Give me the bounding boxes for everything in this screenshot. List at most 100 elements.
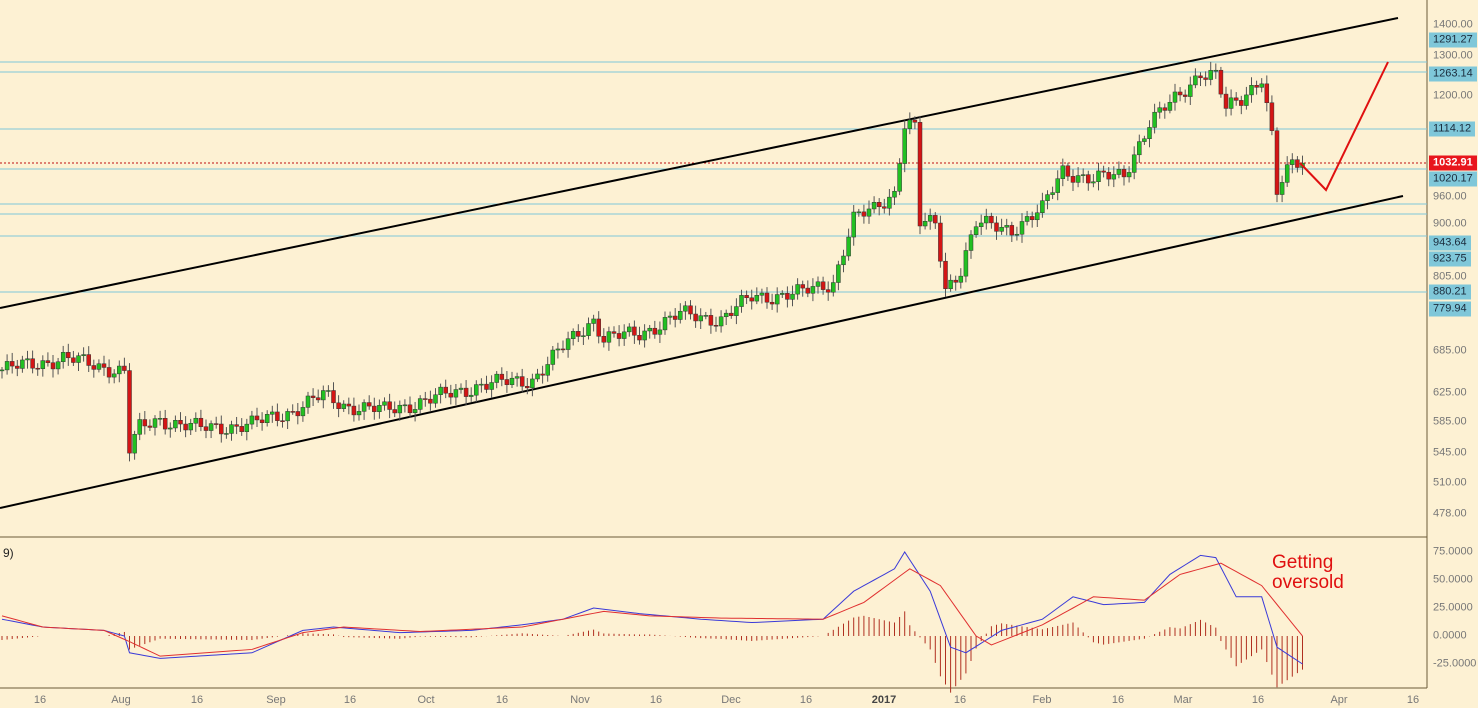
- candle-up: [1167, 102, 1173, 111]
- candle-down: [122, 365, 127, 371]
- level-price-tag: 880.21: [1429, 284, 1471, 300]
- candle-up: [851, 211, 856, 238]
- y-tick-label: 510.00: [1433, 476, 1467, 489]
- candle-down: [912, 119, 918, 123]
- candle-down: [861, 211, 867, 217]
- candle-down: [882, 206, 887, 209]
- candle-up: [530, 378, 535, 389]
- candle-down: [1177, 91, 1183, 96]
- candle-up: [132, 434, 137, 454]
- upper-channel-line: [0, 17, 1399, 309]
- candle-up: [1131, 154, 1137, 173]
- candle-down: [203, 426, 209, 431]
- candle-up: [117, 365, 122, 375]
- signal-line: [1, 562, 1303, 657]
- x-tick-label: 16: [343, 694, 357, 706]
- candle-down: [45, 360, 51, 363]
- candle-up: [494, 373, 499, 383]
- candle-up: [1147, 127, 1152, 140]
- candle-up: [647, 327, 652, 332]
- candle-down: [106, 367, 112, 378]
- candle-down: [463, 387, 469, 397]
- candle-up: [759, 292, 765, 296]
- candle-down: [616, 333, 622, 339]
- level-price-tag: 779.94: [1429, 301, 1471, 317]
- candle-up: [377, 405, 382, 412]
- x-tick-label: 16: [495, 694, 509, 706]
- candle-up: [417, 398, 423, 410]
- candle-up: [244, 423, 250, 432]
- candle-up: [795, 284, 800, 295]
- candle-down: [876, 202, 882, 207]
- y-tick-label: 805.00: [1433, 270, 1467, 283]
- candle-down: [30, 358, 35, 369]
- candle-up: [555, 348, 561, 351]
- candle-up: [1116, 168, 1122, 175]
- candle-up: [1188, 84, 1193, 97]
- candle-up: [754, 295, 760, 302]
- candle-up: [739, 295, 744, 307]
- candle-up: [168, 427, 173, 430]
- candle-up: [545, 364, 550, 376]
- candle-down: [147, 425, 153, 428]
- candle-down: [800, 284, 805, 289]
- candle-up: [667, 315, 673, 318]
- macd-tick-label: 75.0000: [1433, 545, 1473, 558]
- candle-up: [723, 312, 729, 318]
- candle-down: [259, 419, 265, 424]
- candle-up: [1019, 221, 1025, 235]
- candle-down: [213, 423, 219, 425]
- candle-down: [71, 357, 76, 363]
- candle-up: [535, 373, 540, 380]
- candle-up: [285, 411, 290, 422]
- candle-down: [769, 301, 775, 305]
- candle-down: [280, 420, 285, 422]
- candle-down: [50, 362, 56, 370]
- candle-up: [621, 331, 627, 339]
- candle-down: [86, 354, 91, 366]
- candle-down: [310, 395, 316, 398]
- candle-up: [1035, 212, 1040, 221]
- candle-down: [66, 352, 71, 359]
- candle-up: [229, 424, 234, 434]
- macd-tick-label: 50.0000: [1433, 573, 1473, 586]
- candle-up: [678, 310, 683, 320]
- candle-up: [208, 423, 214, 431]
- candle-up: [1249, 85, 1254, 96]
- candle-down: [1070, 176, 1076, 183]
- candle-down: [820, 281, 826, 290]
- candle-down: [749, 297, 754, 302]
- y-tick-label: 900.00: [1433, 217, 1467, 230]
- y-tick-label: 1200.00: [1433, 89, 1473, 102]
- candle-up: [433, 394, 438, 404]
- candle-up: [565, 338, 571, 350]
- x-tick-label: 2017: [871, 694, 897, 706]
- candle-up: [60, 352, 66, 363]
- candle-down: [499, 373, 505, 380]
- y-tick-label: 545.00: [1433, 446, 1467, 459]
- candle-up: [458, 387, 464, 390]
- candle-up: [1284, 164, 1290, 183]
- level-price-tag: 1020.17: [1429, 171, 1477, 187]
- y-tick-label: 1400.00: [1433, 18, 1473, 31]
- candle-down: [519, 376, 525, 387]
- candle-up: [683, 305, 688, 312]
- candle-down: [407, 404, 413, 414]
- candle-down: [632, 326, 637, 336]
- candle-down: [1162, 107, 1168, 111]
- candle-down: [744, 295, 749, 299]
- candle-up: [1213, 69, 1219, 72]
- y-tick-label: 625.00: [1433, 386, 1467, 399]
- candle-down: [1239, 100, 1244, 106]
- candle-down: [351, 405, 357, 416]
- candle-down: [1254, 85, 1259, 88]
- candle-up: [361, 402, 367, 412]
- candle-down: [178, 420, 183, 425]
- last-price-tag: 1032.91: [1429, 155, 1477, 171]
- x-tick-label: Aug: [111, 694, 131, 706]
- candle-down: [35, 367, 40, 370]
- candle-down: [183, 423, 188, 431]
- candle-up: [76, 355, 81, 363]
- candle-down: [525, 385, 530, 389]
